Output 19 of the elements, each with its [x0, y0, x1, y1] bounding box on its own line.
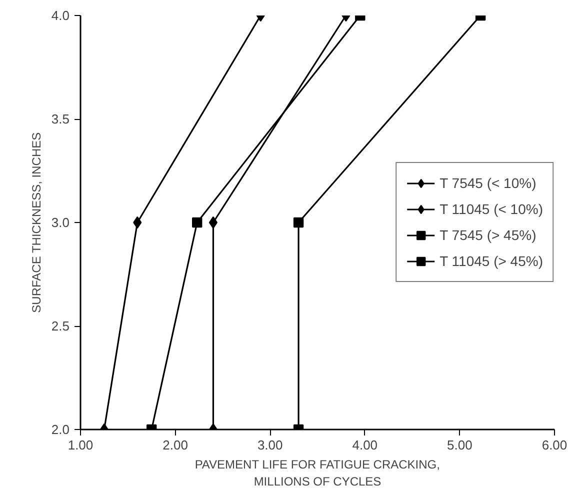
y-tick-label: 4.0 [51, 8, 70, 23]
y-tick-label: 2.5 [51, 318, 70, 334]
x-tick-label: 4.00 [352, 438, 378, 452]
y-tick-label: 3.5 [51, 112, 70, 126]
legend-label: T 7545 (< 10%) [440, 175, 536, 191]
x-tick-label: 6.00 [542, 438, 568, 452]
x-tick-label: 2.00 [162, 438, 188, 452]
point [192, 217, 202, 228]
legend-label: T 11045 (< 10%) [440, 201, 543, 217]
x-tick-label: 1.00 [68, 438, 94, 452]
y-tick-label: 2.0 [51, 422, 70, 437]
legend-label: T 7545 (> 45%) [440, 227, 536, 243]
point [293, 217, 304, 228]
x-tick-label: 3.00 [257, 438, 283, 452]
x-axis-title: PAVEMENT LIFE FOR FATIGUE CRACKING, MILLIONS OF CYCLES [194, 458, 440, 488]
legend-label: T 11045 (> 45%) [440, 253, 543, 269]
y-axis-title: SURFACE THICKNESS, INCHES [29, 132, 44, 313]
y-tick-label: 3.0 [51, 215, 70, 230]
x-tick-label: 5.00 [447, 438, 472, 452]
